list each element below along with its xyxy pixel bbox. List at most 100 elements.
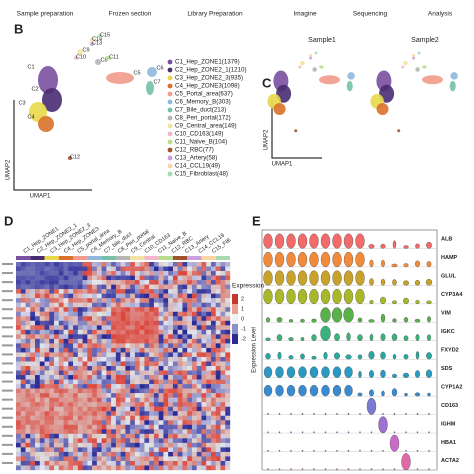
heatmap-cell bbox=[153, 262, 159, 267]
heatmap-cell bbox=[139, 298, 145, 303]
heatmap-cell bbox=[225, 325, 231, 331]
heatmap-cell bbox=[92, 325, 98, 331]
heatmap-cell bbox=[225, 429, 231, 435]
heatmap-cell bbox=[201, 284, 207, 290]
heatmap-cell bbox=[20, 316, 26, 321]
cluster-label: C10 bbox=[76, 54, 86, 60]
heatmap-cell bbox=[215, 298, 221, 303]
panel-letter: E bbox=[252, 213, 261, 228]
heatmap-cell bbox=[58, 451, 64, 457]
heatmap-cell bbox=[149, 406, 155, 412]
heatmap-cell bbox=[168, 307, 174, 312]
violin bbox=[405, 449, 407, 452]
heatmap-cell bbox=[54, 420, 59, 425]
heatmap-cell bbox=[206, 379, 212, 385]
heatmap-cell bbox=[106, 329, 112, 335]
heatmap-cell bbox=[134, 356, 140, 362]
heatmap-cell bbox=[225, 424, 231, 430]
heatmap-cell bbox=[77, 370, 83, 376]
heatmap-cell bbox=[96, 460, 102, 466]
heatmap-cell bbox=[25, 393, 31, 398]
heatmap-cell bbox=[73, 343, 79, 349]
heatmap-cell bbox=[120, 316, 126, 321]
heatmap-cell bbox=[149, 447, 155, 453]
cluster-blob bbox=[314, 51, 318, 55]
heatmap-cell bbox=[177, 447, 183, 453]
heatmap-cell bbox=[25, 316, 31, 321]
heatmap-cell bbox=[82, 298, 88, 303]
heatmap-cell bbox=[130, 298, 136, 303]
heatmap-cell bbox=[196, 442, 202, 448]
heatmap-cell bbox=[58, 347, 64, 353]
heatmap-cell bbox=[125, 343, 131, 349]
heatmap-cell bbox=[30, 447, 36, 453]
heatmap-cell bbox=[68, 411, 74, 416]
heatmap-cell bbox=[63, 375, 69, 380]
heatmap-cell bbox=[92, 298, 98, 303]
heatmap-cell bbox=[115, 356, 121, 362]
heatmap-cell bbox=[25, 460, 31, 466]
heatmap-cell bbox=[35, 411, 40, 416]
heatmap-cell bbox=[106, 406, 112, 412]
cluster-blob bbox=[397, 129, 401, 133]
violin bbox=[401, 453, 411, 471]
violin bbox=[355, 270, 365, 286]
heatmap-cell bbox=[125, 338, 131, 344]
heatmap-cell bbox=[134, 451, 140, 457]
heatmap-cell bbox=[20, 402, 26, 407]
heatmap-cell bbox=[54, 465, 59, 471]
violin bbox=[428, 449, 430, 452]
heatmap-cell bbox=[206, 411, 212, 416]
heatmap-cell bbox=[196, 415, 202, 421]
heatmap-cell bbox=[101, 429, 107, 435]
heatmap-cell bbox=[106, 442, 112, 448]
heatmap-cell bbox=[210, 424, 216, 430]
violin bbox=[332, 384, 342, 397]
heatmap-cell bbox=[115, 275, 121, 281]
column-color bbox=[87, 256, 102, 260]
violin bbox=[332, 288, 342, 304]
heatmap-cell bbox=[82, 361, 88, 367]
heatmap-cell bbox=[20, 356, 26, 362]
heatmap-cell bbox=[120, 334, 126, 340]
heatmap-cell bbox=[139, 411, 145, 416]
heatmap-cell bbox=[177, 456, 183, 462]
heatmap-cell bbox=[201, 275, 207, 281]
heatmap-cell bbox=[220, 347, 226, 353]
heatmap-cell bbox=[125, 347, 131, 353]
heatmap-cell bbox=[101, 302, 107, 308]
heatmap-cell bbox=[225, 262, 231, 267]
heatmap-cell bbox=[144, 438, 150, 444]
heatmap-cell bbox=[168, 451, 174, 457]
heatmap-cell bbox=[101, 406, 107, 412]
heatmap-cell bbox=[177, 347, 183, 353]
heatmap-cell bbox=[16, 451, 21, 457]
heatmap-cell bbox=[144, 442, 150, 448]
heatmap-cell bbox=[49, 266, 55, 272]
heatmap-cell bbox=[20, 370, 26, 376]
heatmap-cell bbox=[125, 420, 131, 425]
heatmap-cell bbox=[134, 379, 140, 385]
violin bbox=[301, 449, 304, 452]
heatmap-cell bbox=[20, 302, 26, 308]
heatmap-cell bbox=[73, 442, 79, 448]
violin bbox=[301, 431, 304, 434]
heatmap-cell bbox=[149, 347, 155, 353]
heatmap-cell bbox=[54, 366, 59, 371]
heatmap-cell bbox=[68, 293, 74, 299]
cluster-blob bbox=[90, 38, 94, 42]
row-label bbox=[2, 281, 13, 284]
heatmap-cell bbox=[25, 266, 31, 272]
violin bbox=[355, 233, 365, 249]
heatmap-cell bbox=[120, 320, 126, 326]
violin bbox=[286, 366, 296, 378]
heatmap-cell bbox=[73, 298, 79, 303]
violin bbox=[392, 353, 397, 360]
heatmap-cell bbox=[182, 280, 188, 285]
heatmap-cell bbox=[215, 293, 221, 299]
violin bbox=[343, 270, 354, 286]
heatmap-cell bbox=[20, 293, 26, 299]
heatmap-cell bbox=[177, 262, 183, 267]
heatmap-cell bbox=[168, 334, 174, 340]
violin bbox=[415, 300, 420, 304]
